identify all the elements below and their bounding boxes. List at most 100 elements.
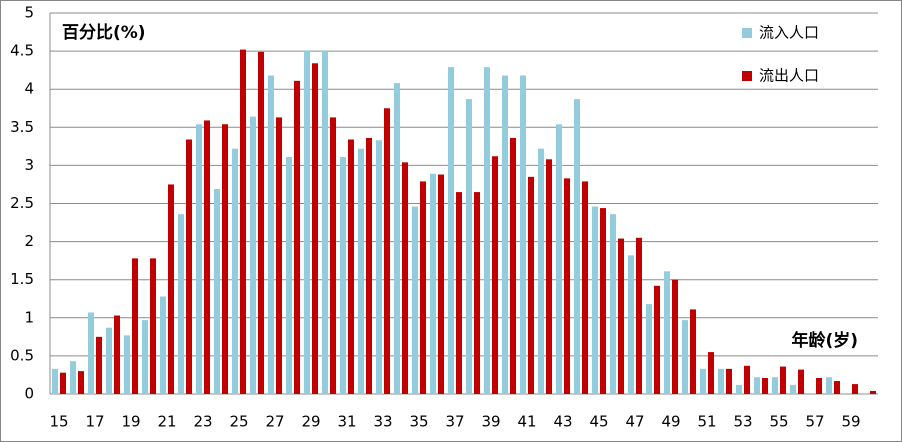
bar [682, 320, 688, 394]
bar [466, 99, 472, 394]
bar [204, 120, 210, 394]
bar [790, 384, 796, 394]
bar [754, 377, 760, 394]
bar [492, 156, 498, 394]
bar [322, 50, 328, 394]
bar [744, 365, 750, 394]
bar [124, 335, 130, 394]
bar [690, 309, 696, 394]
bar [250, 116, 256, 394]
bar [672, 279, 678, 394]
bar [646, 304, 652, 394]
bar [870, 390, 876, 394]
bar [546, 159, 552, 394]
bar [448, 67, 454, 395]
bar [700, 368, 706, 394]
bar [132, 258, 138, 394]
bar [394, 83, 400, 394]
bar [628, 255, 634, 394]
bar [340, 157, 346, 394]
bar [474, 192, 480, 394]
bar [70, 361, 76, 394]
bar [312, 63, 318, 395]
x-tick-label: 41 [517, 413, 536, 431]
legend-swatch [742, 71, 752, 81]
bar [538, 148, 544, 394]
bar [384, 108, 390, 394]
x-tick-label: 31 [337, 413, 356, 431]
bar [610, 214, 616, 394]
bar [178, 214, 184, 394]
bar [636, 237, 642, 394]
bar [484, 67, 490, 395]
x-axis-label: 年龄(岁) [791, 330, 858, 351]
bar [60, 372, 66, 394]
y-tick-label: 3 [24, 156, 34, 174]
bar [286, 157, 292, 394]
legend-label: 流出人口 [759, 67, 819, 85]
x-tick-label: 27 [265, 413, 284, 431]
bar [816, 377, 822, 394]
x-tick-label: 17 [85, 413, 104, 431]
bar [520, 75, 526, 394]
x-tick-label: 37 [445, 413, 464, 431]
bar [358, 148, 364, 394]
legend-swatch [742, 28, 752, 38]
bar [556, 124, 562, 394]
bar [294, 80, 300, 395]
bar [664, 271, 670, 394]
bar [240, 49, 246, 395]
bar [456, 192, 462, 394]
x-tick-label: 29 [301, 413, 320, 431]
bar [330, 117, 336, 395]
x-tick-label: 33 [373, 413, 392, 431]
bar [772, 377, 778, 394]
x-tick-label: 25 [229, 413, 248, 431]
x-tick-label: 43 [553, 413, 572, 431]
bar [834, 381, 840, 394]
y-tick-label: 0 [24, 385, 34, 403]
bar [510, 137, 516, 394]
y-tick-label: 1.5 [10, 270, 34, 288]
x-tick-label: 55 [769, 413, 788, 431]
bar [258, 51, 264, 394]
bar [582, 181, 588, 394]
bar [78, 371, 84, 394]
bar [736, 384, 742, 394]
bar [114, 315, 120, 394]
bar [168, 184, 174, 394]
bar [150, 258, 156, 394]
bar [600, 208, 606, 394]
bar [592, 206, 598, 394]
x-tick-label: 35 [409, 413, 428, 431]
bar [798, 369, 804, 394]
y-tick-label: 3.5 [10, 118, 34, 136]
legend-label: 流入人口 [759, 24, 819, 42]
bar [502, 75, 508, 394]
x-tick-label: 49 [661, 413, 680, 431]
bar [430, 173, 436, 394]
bar [528, 176, 534, 394]
x-tick-label: 21 [157, 413, 176, 431]
y-tick-label: 0.5 [10, 346, 34, 364]
bar [376, 140, 382, 394]
x-tick-label: 39 [481, 413, 500, 431]
bar [214, 189, 220, 394]
y-axis-label: 百分比(%) [62, 22, 146, 43]
bar [160, 296, 166, 394]
x-tick-label: 57 [805, 413, 824, 431]
bar [366, 137, 372, 394]
bar [88, 312, 94, 394]
bar [96, 336, 102, 394]
y-tick-label: 4 [24, 80, 34, 98]
bar [574, 99, 580, 394]
bar [654, 285, 660, 394]
bar [186, 139, 192, 394]
bar [718, 368, 724, 394]
bar [142, 320, 148, 394]
bar [196, 124, 202, 394]
bar [564, 178, 570, 394]
bar [852, 384, 858, 394]
x-tick-label: 15 [49, 413, 68, 431]
